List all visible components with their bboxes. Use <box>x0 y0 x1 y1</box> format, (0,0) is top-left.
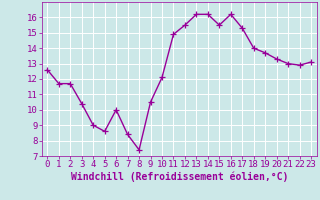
X-axis label: Windchill (Refroidissement éolien,°C): Windchill (Refroidissement éolien,°C) <box>70 172 288 182</box>
